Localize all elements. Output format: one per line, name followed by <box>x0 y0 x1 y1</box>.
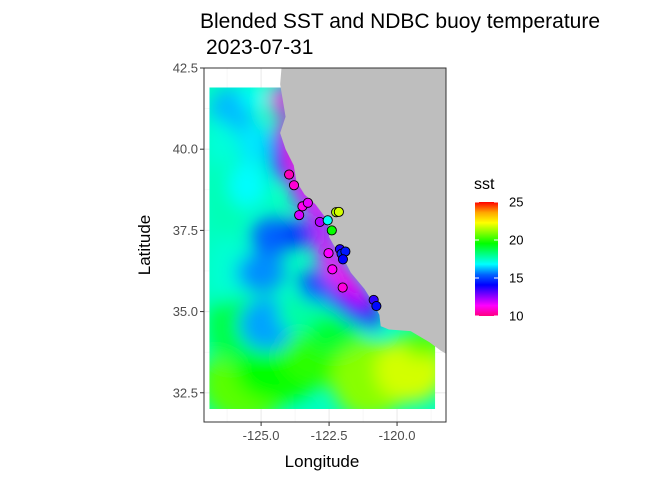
y-tick-label: 37.5 <box>173 223 198 238</box>
x-axis: -125.0 -122.5 -120.0 <box>243 422 416 443</box>
colorbar-tick-label: 10 <box>509 309 523 324</box>
plot-panel <box>203 67 447 423</box>
buoy-point[interactable] <box>326 225 337 236</box>
buoy-point[interactable] <box>288 180 300 191</box>
y-axis: 32.5 35.0 37.5 40.0 42.5 <box>173 61 204 400</box>
buoy-point[interactable] <box>294 210 305 221</box>
x-tick-label: -122.5 <box>311 428 348 443</box>
y-tick-label: 42.5 <box>173 61 198 76</box>
buoy-point[interactable] <box>371 301 382 312</box>
sst-blob <box>239 87 267 111</box>
colorbar-tick-label: 15 <box>509 271 523 286</box>
chart-subtitle: 2023-07-31 <box>206 36 313 59</box>
colorbar-tick-label: 20 <box>509 233 523 248</box>
y-tick-label: 32.5 <box>173 385 198 400</box>
sst-blob <box>280 220 319 247</box>
buoy-point[interactable] <box>323 248 334 259</box>
colorbar-tick-label: 25 <box>509 195 523 210</box>
buoy-point[interactable] <box>337 282 348 293</box>
sst-blob <box>307 314 362 354</box>
buoy-point[interactable] <box>322 215 333 226</box>
sst-blob <box>236 119 270 166</box>
colorbar-ticks: 10 15 20 25 <box>475 195 523 324</box>
x-axis-title: Longitude <box>285 452 360 471</box>
land-mass <box>280 68 446 354</box>
sst-blob <box>209 236 251 302</box>
y-tick-label: 40.0 <box>173 142 198 157</box>
sst-blob <box>364 318 381 332</box>
buoy-point[interactable] <box>333 206 344 217</box>
buoy-point[interactable] <box>302 197 313 208</box>
sst-blob <box>228 162 267 208</box>
buoy-points <box>284 169 382 312</box>
panel-border <box>203 67 447 423</box>
legend-title: sst <box>474 176 495 193</box>
legend: sst 10 15 20 25 <box>474 176 523 324</box>
x-tick-label: -120.0 <box>379 428 416 443</box>
sst-blob <box>209 119 234 166</box>
colorbar <box>475 202 498 316</box>
sst-blob <box>236 253 286 293</box>
chart-title: Blended SST and NDBC buoy temperature <box>200 10 600 33</box>
y-tick-label: 35.0 <box>173 304 198 319</box>
sst-blob <box>299 269 332 302</box>
buoy-point[interactable] <box>284 169 295 180</box>
x-tick-label: -125.0 <box>243 428 280 443</box>
buoy-point[interactable] <box>337 254 348 265</box>
y-axis-title: Latitude <box>135 215 154 276</box>
buoy-point[interactable] <box>327 264 338 275</box>
